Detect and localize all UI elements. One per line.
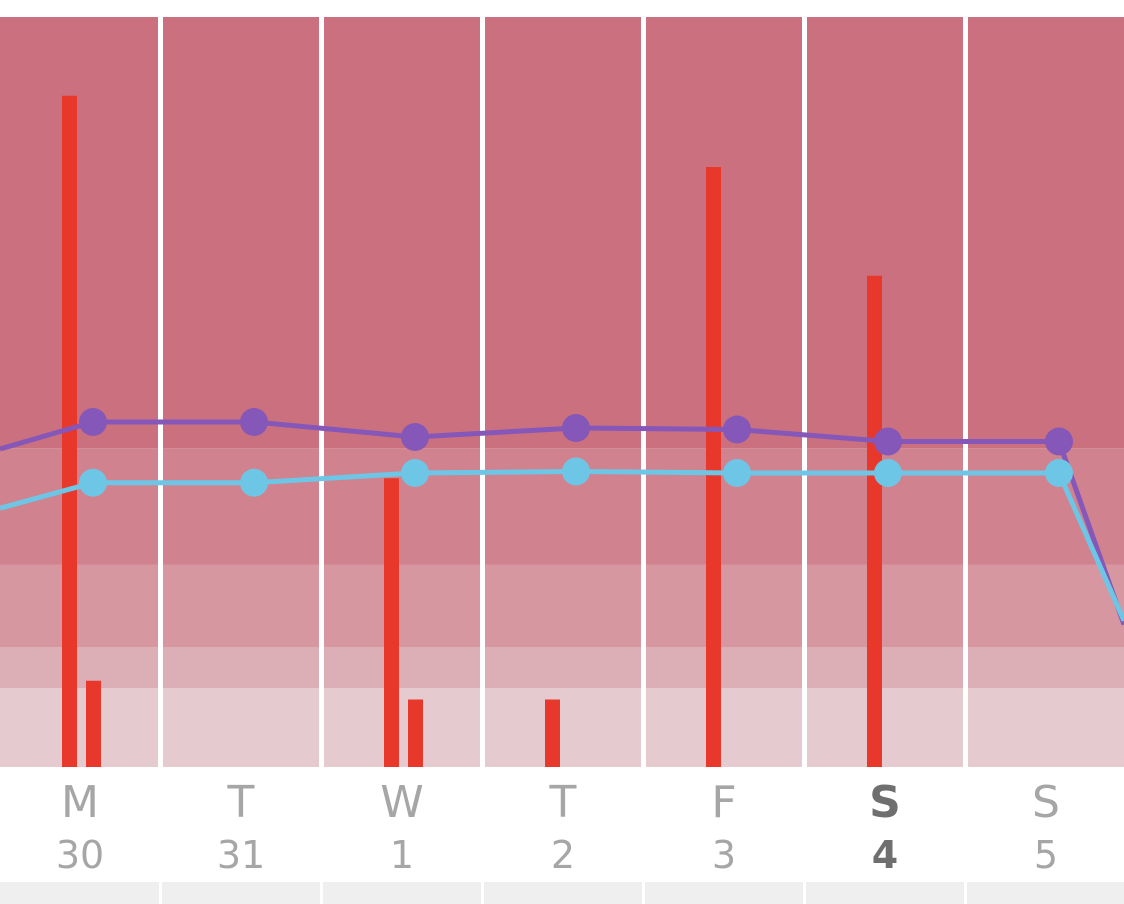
day-separator-6 bbox=[963, 17, 968, 767]
day-number-4: 2 bbox=[551, 833, 575, 877]
day-letter-2: T bbox=[227, 777, 255, 828]
series-1-point-4 bbox=[562, 414, 590, 442]
bar-2 bbox=[86, 680, 101, 767]
bar-3 bbox=[384, 478, 399, 767]
day-number-1: 30 bbox=[56, 833, 104, 877]
day-separator-4 bbox=[641, 17, 646, 767]
day-number-6: 4 bbox=[872, 833, 898, 877]
bar-7 bbox=[867, 275, 882, 767]
footer-divider-3 bbox=[481, 882, 484, 904]
band-4 bbox=[0, 448, 1124, 565]
day-letter-5: F bbox=[711, 777, 736, 828]
series-2-point-6 bbox=[874, 459, 902, 487]
series-2-point-4 bbox=[562, 457, 590, 486]
day-letter-7: S bbox=[1032, 777, 1060, 828]
day-labels[interactable]: M 30 T 31 W 1 T 2 F 3 S 4 S 5 bbox=[56, 777, 1060, 877]
footer-divider-1 bbox=[159, 882, 162, 904]
bar-5 bbox=[545, 699, 560, 767]
day-separator-3 bbox=[480, 17, 485, 767]
series-1-point-5 bbox=[723, 415, 751, 444]
series-1-point-7 bbox=[1045, 427, 1073, 456]
day-separator-2 bbox=[319, 17, 324, 767]
series-2-point-2 bbox=[240, 468, 268, 497]
band-3 bbox=[0, 564, 1124, 647]
day-letter-1: M bbox=[61, 777, 99, 828]
day-letter-4: T bbox=[549, 777, 577, 828]
day-letter-6: S bbox=[869, 777, 901, 828]
series-1-point-2 bbox=[240, 408, 268, 436]
day-letter-3: W bbox=[380, 777, 424, 828]
series-2-point-1 bbox=[79, 468, 107, 497]
bar-6 bbox=[706, 167, 721, 767]
day-number-5: 3 bbox=[712, 833, 736, 877]
footer-divider-4 bbox=[642, 882, 645, 904]
day-number-7: 5 bbox=[1034, 833, 1058, 877]
background-bands bbox=[0, 17, 1124, 767]
day-number-2: 31 bbox=[217, 833, 265, 877]
day-separator-5 bbox=[802, 17, 807, 767]
bar-4 bbox=[408, 699, 423, 767]
series-2-point-7 bbox=[1045, 459, 1073, 487]
series-1-point-6 bbox=[874, 427, 902, 456]
day-separator-1 bbox=[158, 17, 163, 767]
footer-strip bbox=[0, 882, 1124, 904]
day-number-3: 1 bbox=[390, 833, 414, 877]
series-1-point-3 bbox=[401, 423, 429, 451]
footer-divider-5 bbox=[803, 882, 806, 904]
footer-divider-2 bbox=[320, 882, 323, 904]
series-2-point-3 bbox=[401, 459, 429, 487]
band-2 bbox=[0, 647, 1124, 689]
band-5 bbox=[0, 17, 1124, 449]
band-1 bbox=[0, 688, 1124, 767]
series-1-point-1 bbox=[79, 408, 107, 436]
trend-lines bbox=[0, 408, 1124, 626]
day-separators bbox=[158, 17, 968, 767]
series-2-point-5 bbox=[723, 459, 751, 487]
footer-divider-6 bbox=[964, 882, 967, 904]
